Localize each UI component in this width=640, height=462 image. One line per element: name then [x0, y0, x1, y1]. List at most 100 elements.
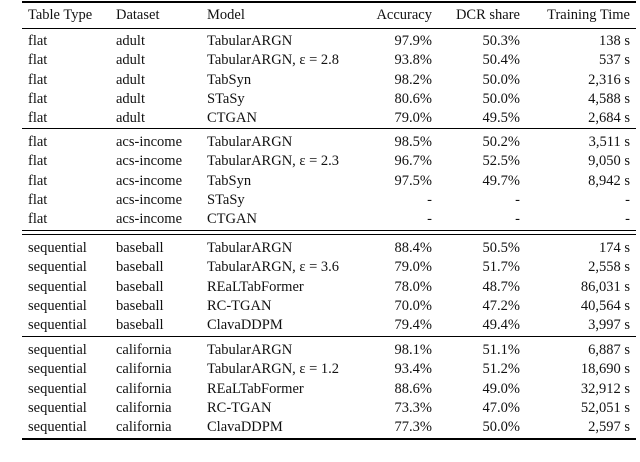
table-cell: 97.9% — [394, 33, 432, 49]
table-cell: acs-income — [116, 153, 183, 170]
table-cell: TabularARGN — [207, 240, 293, 256]
table-cell: sequential — [28, 317, 87, 334]
table-cell: 32,912 s — [580, 380, 630, 397]
table-cell: 3,511 s — [588, 134, 630, 150]
table-cell: 49.4% — [482, 317, 520, 334]
table-cell: 50.2% — [482, 134, 520, 150]
table-cell: ClavaDDPM — [207, 419, 283, 436]
header-cell: Model — [207, 7, 245, 23]
table-cell: CTGAN — [207, 211, 257, 228]
header-cell: Accuracy — [376, 7, 432, 23]
table-cell: TabSyn — [207, 71, 252, 88]
table-cell: 40,564 s — [580, 297, 630, 314]
table-cell: 2,684 s — [588, 110, 630, 127]
table-cell: sequential — [28, 380, 87, 397]
table-cell: acs-income — [116, 172, 183, 189]
table-cell: 50.3% — [482, 33, 520, 49]
table-cell: sequential — [28, 399, 87, 416]
table-cell: 2,597 s — [588, 419, 630, 436]
table-cell: 50.4% — [482, 52, 520, 69]
table-cell: TabularARGN, ε = 2.8 — [207, 52, 340, 69]
table-cell: adult — [116, 110, 145, 127]
table-cell: 6,887 s — [588, 342, 630, 358]
table-cell: 52,051 s — [580, 399, 630, 416]
table-cell: 50.0% — [482, 90, 520, 107]
table-cell: adult — [116, 33, 145, 49]
table-cell: california — [116, 361, 172, 378]
table-cell: sequential — [28, 419, 87, 436]
table-cell: 51.1% — [482, 342, 520, 358]
table-cell: 96.7% — [394, 153, 432, 170]
table-cell: REaLTabFormer — [207, 380, 304, 397]
table-cell: 4,588 s — [588, 90, 630, 107]
table-cell: 537 s — [598, 52, 630, 69]
table-cell: 49.0% — [482, 380, 520, 397]
table-cell: 88.6% — [394, 380, 432, 397]
table-cell: acs-income — [116, 211, 183, 228]
table-cell: 51.2% — [482, 361, 520, 378]
header-cell: Training Time — [547, 7, 630, 23]
table-cell: - — [515, 211, 520, 228]
table-cell: ClavaDDPM — [207, 317, 283, 334]
table-cell: 2,558 s — [588, 259, 630, 276]
table-cell: 70.0% — [394, 297, 432, 314]
table-cell: 80.6% — [394, 90, 432, 107]
table-cell: acs-income — [116, 134, 183, 150]
table-cell: 78.0% — [394, 278, 432, 295]
table-cell: flat — [28, 90, 48, 107]
table-cell: 47.2% — [482, 297, 520, 314]
table-cell: 93.4% — [394, 361, 432, 378]
table-cell: 9,050 s — [588, 153, 630, 170]
rule — [22, 438, 636, 440]
table-cell: california — [116, 419, 172, 436]
table-cell: 2,316 s — [588, 71, 630, 88]
table-cell: flat — [28, 52, 48, 69]
table-cell: STaSy — [207, 90, 245, 107]
table-cell: 79.0% — [394, 110, 432, 127]
table-cell: 48.7% — [482, 278, 520, 295]
table-cell: 73.3% — [394, 399, 432, 416]
table-cell: 3,997 s — [588, 317, 630, 334]
table-cell: 51.7% — [482, 259, 520, 276]
table-cell: baseball — [116, 240, 164, 256]
table-cell: california — [116, 399, 172, 416]
table-cell: sequential — [28, 278, 87, 295]
table-cell: 79.0% — [394, 259, 432, 276]
table-cell: 138 s — [598, 33, 630, 49]
rule — [22, 230, 636, 231]
table-cell: sequential — [28, 259, 87, 276]
table-cell: TabularARGN, ε = 1.2 — [207, 361, 340, 378]
table-cell: 98.1% — [394, 342, 432, 358]
table-cell: flat — [28, 33, 48, 49]
table-cell: sequential — [28, 342, 87, 358]
table-cell: 18,690 s — [580, 361, 630, 378]
table-cell: 50.0% — [482, 419, 520, 436]
table-cell: california — [116, 380, 172, 397]
table-cell: TabularARGN — [207, 134, 293, 150]
table-cell: - — [427, 211, 432, 228]
table-cell: flat — [28, 172, 48, 189]
table-cell: 49.7% — [482, 172, 520, 189]
table-cell: 47.0% — [482, 399, 520, 416]
table-cell: 98.5% — [394, 134, 432, 150]
rule — [22, 234, 636, 235]
table-cell: acs-income — [116, 191, 183, 208]
table-cell: 77.3% — [394, 419, 432, 436]
table-cell: TabSyn — [207, 172, 252, 189]
rule — [22, 128, 636, 129]
table-cell: RC-TGAN — [207, 297, 272, 314]
table-cell: STaSy — [207, 191, 245, 208]
table-cell: flat — [28, 134, 48, 150]
table-cell: 88.4% — [394, 240, 432, 256]
table-cell: CTGAN — [207, 110, 257, 127]
table-cell: flat — [28, 153, 48, 170]
table-cell: 52.5% — [482, 153, 520, 170]
table-cell: flat — [28, 191, 48, 208]
table-cell: sequential — [28, 240, 87, 256]
table-cell: REaLTabFormer — [207, 278, 304, 295]
table-cell: TabularARGN, ε = 2.3 — [207, 153, 340, 170]
rule — [22, 28, 636, 29]
table-cell: 97.5% — [394, 172, 432, 189]
table-cell: TabularARGN — [207, 33, 293, 49]
